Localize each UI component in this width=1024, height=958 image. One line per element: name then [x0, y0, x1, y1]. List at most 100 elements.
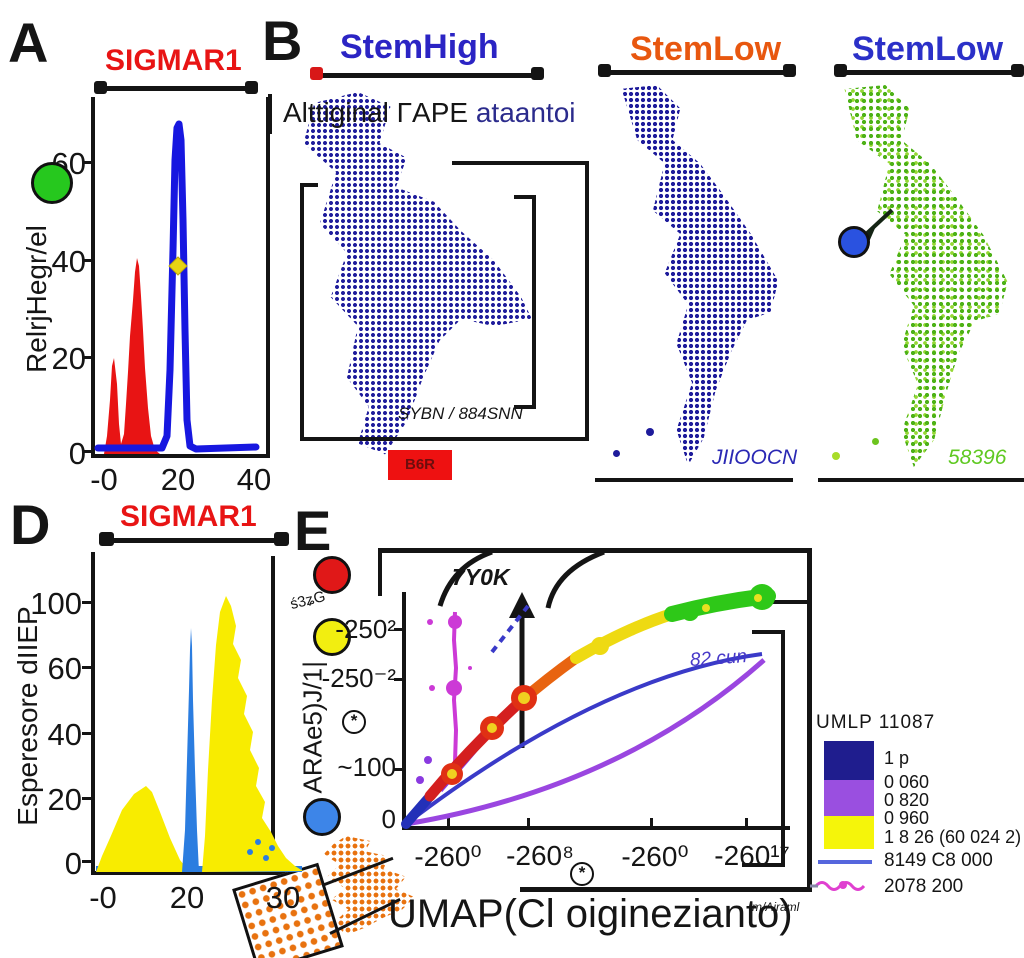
legend-line-swatch — [818, 860, 872, 864]
panel-d-ytick: 100 — [30, 586, 82, 621]
panel-e-right-bracket — [807, 548, 812, 892]
panel-a-ytick: 40 — [51, 244, 86, 279]
panel-d-bracket — [105, 538, 283, 543]
panel-d-ytick-mark — [82, 797, 91, 800]
panel-d-title: SIGMAR1 — [120, 500, 257, 533]
panel-d-x-axis — [91, 871, 307, 875]
panel-a-ytick: 0 — [68, 436, 86, 471]
panel-a-red-density — [104, 258, 160, 454]
panel-a-ytick-mark — [82, 161, 91, 164]
panel-b-letter: B — [262, 9, 302, 72]
pinwheel-icon: * — [342, 710, 366, 734]
panel-d-xtick: -0 — [89, 880, 117, 915]
panel-e-inner-bracket-tick-bottom — [742, 863, 785, 867]
panel-a-bracket — [100, 86, 252, 91]
panel-b1-red-badge: B6R — [388, 450, 452, 480]
magenta-streak — [427, 611, 472, 763]
stray-point — [613, 450, 620, 457]
panel-e-top-bracket — [378, 548, 812, 553]
panel-e-top-bracket-left-stub — [378, 548, 382, 596]
panel-a-ytick: 20 — [51, 341, 86, 376]
panel-b3-bracket — [840, 70, 1018, 75]
panel-d-ytick: 40 — [47, 717, 82, 752]
panel-b1-frame-top — [452, 161, 588, 165]
panel-b3-corner-label: 58396 — [948, 446, 1007, 469]
stray-point — [646, 428, 654, 436]
panel-b1-frame-bottom — [300, 437, 589, 441]
loop-branch-curves — [404, 604, 766, 827]
panel-b1-inner-bracket-tick-top — [514, 195, 536, 199]
panel-e-letter: E — [294, 499, 331, 562]
panel-e-xtick: -260⁰ — [621, 841, 689, 872]
panel-e-ytick: -250⁻² — [321, 663, 396, 693]
legend-swatch-navy — [824, 741, 874, 780]
panel-b1-frame-left-tick — [300, 183, 318, 187]
panel-b2-corner-label: JIIOOCN — [712, 446, 798, 469]
legend-item: 0 820 — [884, 790, 930, 810]
panel-b2-baseline — [595, 478, 793, 482]
panel-e-ytick: ~100 — [337, 752, 396, 782]
panel-e-x-axis-label: UMAP(Cl oiginezianto) — [388, 892, 793, 936]
panel-d-densities — [96, 596, 303, 872]
panel-b-annotation-blue: ataantoi — [475, 97, 576, 128]
panel-d-ytick: 60 — [47, 651, 82, 686]
panel-a-letter: A — [8, 11, 48, 74]
panel-a-bracket-end-left — [94, 81, 107, 94]
panel-e-x-axis — [402, 826, 790, 830]
panel-d-xtick: 30 — [265, 880, 301, 915]
panel-d-ytick-mark — [82, 601, 91, 604]
panel-e-top-note: 7Y0K — [452, 564, 510, 590]
panel-e-xtick: -260¹⁷ — [714, 840, 790, 871]
panel-b1-title: StemHigh — [340, 28, 499, 66]
legend-item: 1 8 26 (60 024 2) — [884, 827, 1022, 847]
panel-d-ytick-mark — [82, 860, 91, 863]
panel-d-ytick-mark — [82, 666, 91, 669]
panel-b1-bracket — [316, 73, 538, 78]
panel-d-y-axis — [91, 552, 95, 875]
panel-d-y-axis-label: Esperesore dIIEP — [12, 606, 43, 826]
panel-e-ytick: 0 — [381, 804, 396, 834]
legend-squiggle-swatch — [810, 881, 866, 891]
panel-b1-bracket-end-right — [531, 67, 544, 80]
up-arrow-icon — [509, 592, 535, 748]
panel-d-ytick: 20 — [47, 782, 82, 817]
legend-swatch-yellow — [824, 816, 874, 849]
panel-e-ytick-mark — [394, 628, 402, 631]
panel-e-xtick-mark — [527, 818, 530, 826]
panel-b1-caption: SYBN / 884SNN — [398, 404, 523, 423]
panel-a-xtick: 20 — [160, 462, 196, 497]
panel-a-y-axis-label: RelrjHegr/el — [21, 225, 52, 373]
panel-e-ytick-mark — [394, 678, 402, 681]
panel-e-xtick-mark — [447, 818, 450, 826]
panel-b-annotation-bar — [268, 94, 272, 134]
panel-b2-bracket-end-left — [598, 64, 611, 77]
legend-item: 1 p — [884, 748, 910, 768]
panel-e-curly-marks — [437, 549, 605, 609]
panel-e-right-tick — [764, 600, 808, 604]
panel-a-y-axis — [91, 97, 95, 458]
red-dot-legend-icon — [313, 556, 351, 594]
stray-point — [832, 452, 840, 460]
panel-b2-bracket-end-right — [783, 64, 796, 77]
panel-b1-inner-bracket — [532, 195, 536, 409]
highlighted-cell-marker — [838, 226, 870, 258]
yellow-dot-legend-icon — [313, 618, 351, 656]
stray-point — [872, 438, 879, 445]
panel-e-inner-bracket — [781, 630, 785, 867]
panel-a-ytick-mark — [82, 356, 91, 359]
panel-a-right-frame — [266, 97, 270, 454]
panel-b3-bracket-end-left — [834, 64, 847, 77]
panel-e-y-axis — [402, 592, 406, 830]
panel-d-ytick-mark — [82, 732, 91, 735]
panel-b1-frame-right — [585, 161, 589, 441]
panel-a-title: SIGMAR1 — [105, 44, 242, 77]
panel-d-bracket-end-right — [274, 532, 289, 546]
panel-b3-title: StemLow — [852, 30, 1004, 68]
panel-d-bracket-end-left — [99, 532, 114, 546]
legend-squiggle-item: 2078 200 — [884, 876, 964, 897]
panel-d-right-frame — [271, 556, 275, 875]
panel-a-bracket-end-right — [245, 81, 258, 94]
panel-e-xtick: -260⁰ — [414, 841, 482, 872]
